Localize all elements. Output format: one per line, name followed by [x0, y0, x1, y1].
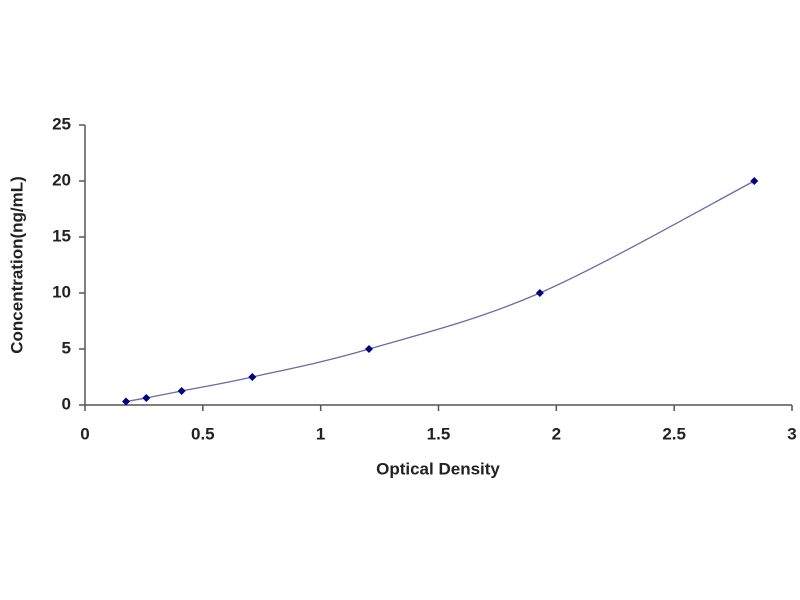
x-tick-label: 2 [552, 424, 561, 443]
x-axis-label: Optical Density [376, 459, 500, 478]
x-tick-label: 1.5 [427, 424, 451, 443]
x-tick-label: 3 [787, 424, 796, 443]
data-point [177, 387, 186, 395]
data-point [142, 393, 151, 402]
y-tick-label: 10 [52, 282, 71, 301]
data-point [248, 373, 257, 381]
y-tick-label: 20 [52, 170, 71, 189]
x-tick-label: 0 [80, 424, 89, 443]
x-tick-label: 0.5 [191, 424, 215, 443]
x-tick-label: 1 [316, 424, 325, 443]
y-tick-label: 5 [62, 338, 71, 357]
fit-curve [125, 180, 755, 403]
y-tick-label: 15 [52, 226, 71, 245]
data-point [535, 289, 544, 297]
y-tick-label: 25 [52, 114, 71, 133]
data-point [364, 345, 373, 353]
y-tick-label: 0 [62, 394, 71, 413]
data-point [750, 177, 759, 185]
x-tick-label: 2.5 [662, 424, 686, 443]
data-point [122, 397, 131, 406]
y-axis-label: Concentration(ng/mL) [7, 176, 26, 354]
